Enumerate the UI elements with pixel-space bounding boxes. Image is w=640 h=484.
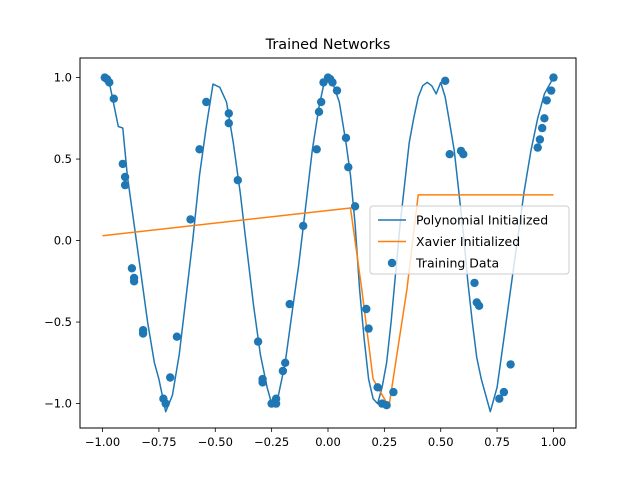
data-point xyxy=(547,86,556,95)
legend-label: Xavier Initialized xyxy=(416,234,520,249)
x-tick-label: −0.75 xyxy=(141,435,176,449)
data-point xyxy=(506,360,515,369)
data-point xyxy=(120,180,130,190)
legend-label: Polynomial Initialized xyxy=(416,213,548,228)
data-point xyxy=(224,119,233,128)
data-point xyxy=(299,221,308,231)
x-axis: −1.00 −0.75 −0.50 −0.25 0.00 0.25 0.50 0.75 1.00 xyxy=(85,428,566,449)
data-point xyxy=(285,299,294,309)
data-point xyxy=(533,143,542,152)
data-point xyxy=(224,109,233,118)
x-tick-label: 1.00 xyxy=(541,435,567,449)
data-point xyxy=(373,383,382,392)
data-point xyxy=(258,378,267,387)
data-point xyxy=(382,401,391,410)
data-point xyxy=(186,215,195,224)
y-tick-label: 1.0 xyxy=(54,71,72,85)
y-tick-label: 0.5 xyxy=(54,152,72,166)
data-point xyxy=(312,145,321,154)
chart-title: Trained Networks xyxy=(265,37,391,53)
data-point xyxy=(549,73,558,82)
series-line-0 xyxy=(102,76,555,413)
x-tick-label: 0.75 xyxy=(484,435,510,449)
data-point xyxy=(350,202,360,211)
data-point xyxy=(538,123,547,133)
data-point xyxy=(118,159,128,169)
data-point xyxy=(535,135,545,144)
plot-area xyxy=(100,73,558,413)
data-point xyxy=(233,176,242,185)
x-tick-label: −0.50 xyxy=(198,435,233,449)
data-point xyxy=(445,150,454,159)
data-point xyxy=(332,86,342,95)
data-point xyxy=(172,332,182,341)
x-tick-label: 0.25 xyxy=(372,435,398,449)
legend: Polynomial Initialized Xavier Initialized… xyxy=(369,205,570,275)
plot-frame xyxy=(79,57,577,429)
data-point xyxy=(540,114,549,123)
data-point xyxy=(127,264,137,273)
data-point xyxy=(161,399,170,408)
x-tick-label: −0.25 xyxy=(254,435,289,449)
data-point xyxy=(166,373,175,382)
data-point xyxy=(202,97,211,107)
y-tick-label: −0.5 xyxy=(44,315,72,329)
data-point xyxy=(281,358,290,367)
data-point xyxy=(364,324,373,333)
data-point xyxy=(271,394,281,403)
data-point xyxy=(109,94,119,103)
data-point xyxy=(542,96,551,105)
legend-box xyxy=(369,205,570,275)
data-point xyxy=(441,76,450,86)
x-tick-label: 0.50 xyxy=(428,435,454,449)
data-point xyxy=(105,78,114,87)
data-point xyxy=(253,337,263,346)
data-point xyxy=(495,394,504,403)
data-point xyxy=(317,97,326,107)
data-point xyxy=(278,366,288,376)
data-point xyxy=(129,277,139,286)
data-point xyxy=(344,163,353,172)
data-point xyxy=(459,150,468,159)
data-point xyxy=(328,78,337,87)
y-tick-label: 0.0 xyxy=(54,234,72,248)
data-point xyxy=(120,172,130,182)
data-point xyxy=(138,329,148,338)
x-tick-label: 0.00 xyxy=(315,435,341,449)
y-tick-label: −1.0 xyxy=(44,397,72,411)
y-axis: −1.0 −0.5 0.0 0.5 1.0 xyxy=(44,71,80,411)
data-point xyxy=(341,133,351,143)
legend-marker-swatch xyxy=(387,258,397,268)
legend-label: Training Data xyxy=(415,256,499,271)
data-point xyxy=(474,301,484,310)
data-point xyxy=(314,107,324,117)
data-point xyxy=(470,278,479,288)
x-tick-label: −1.00 xyxy=(85,435,120,449)
data-point xyxy=(195,145,204,154)
data-point xyxy=(362,304,371,314)
data-point xyxy=(499,387,509,397)
data-point xyxy=(389,387,398,397)
